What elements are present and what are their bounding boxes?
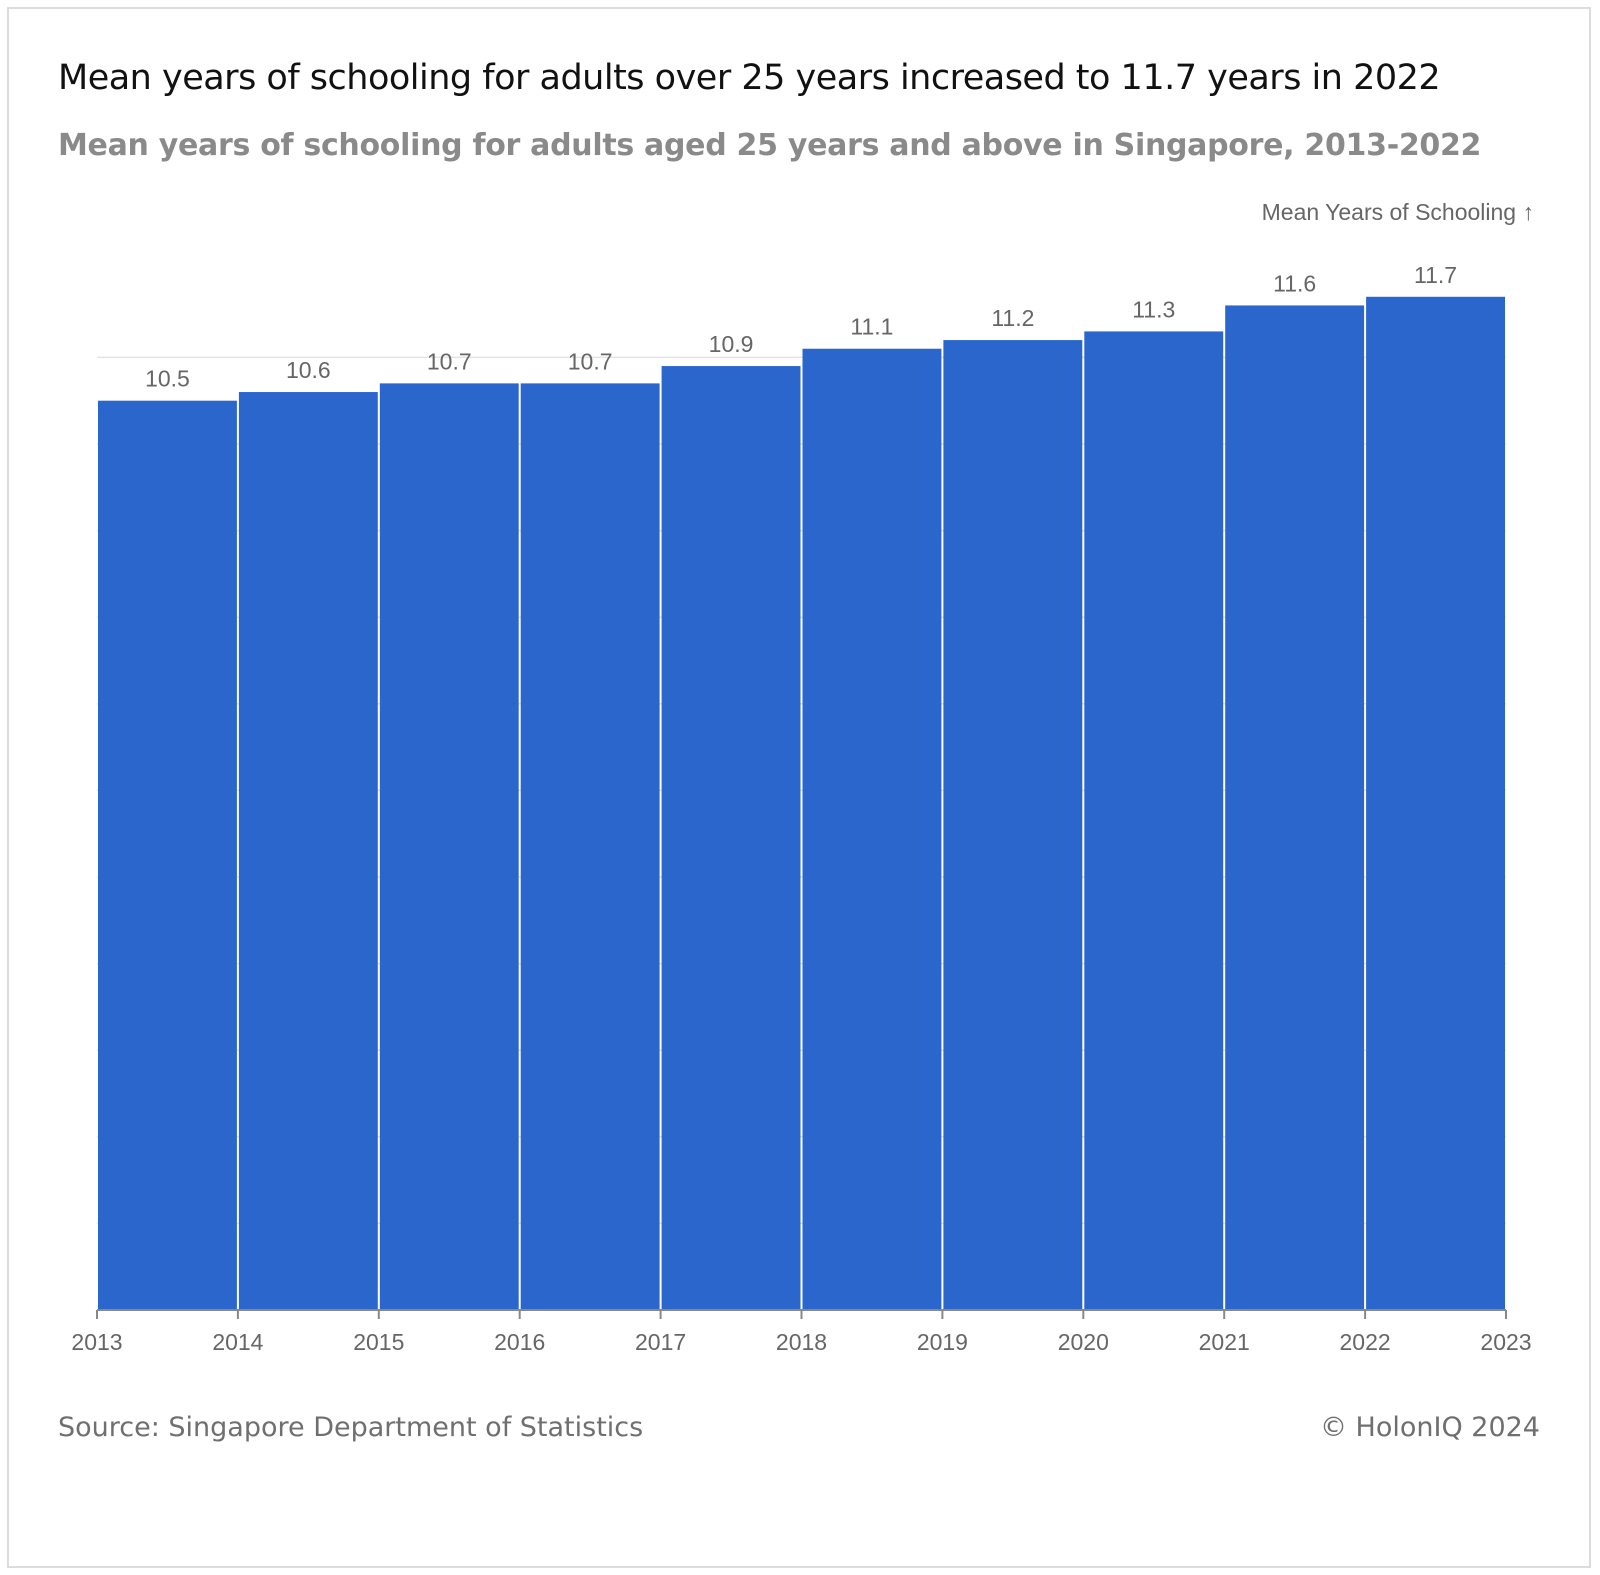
bar-2022 [1366, 296, 1505, 1310]
bars [98, 296, 1505, 1311]
x-tick-label: 2022 [1340, 1329, 1391, 1355]
bar-2017 [661, 366, 801, 1310]
data-label: 10.5 [145, 366, 190, 392]
x-tick-label: 2017 [635, 1329, 686, 1355]
chart-title: Mean years of schooling for adults over … [58, 58, 1441, 98]
x-tick-label: 2016 [494, 1329, 545, 1355]
bar-2015 [379, 383, 519, 1310]
bar-2016 [520, 383, 660, 1310]
data-label: 11.3 [1132, 296, 1175, 322]
bar-2018 [802, 348, 942, 1310]
data-label: 10.7 [427, 348, 472, 374]
x-tick-label: 2023 [1480, 1329, 1531, 1355]
data-label: 10.9 [709, 331, 754, 357]
bar-2014 [238, 392, 378, 1310]
data-label: 11.2 [991, 305, 1034, 331]
bar-2020 [1084, 331, 1224, 1310]
bar-2019 [943, 340, 1083, 1311]
data-label: 11.1 [850, 314, 893, 340]
data-label: 11.7 [1414, 262, 1457, 288]
x-tick-label: 2021 [1199, 1329, 1250, 1355]
x-axis: 2013 2014 2015 2016 2017 2018 2019 2020 2021 2022… [71, 1309, 1532, 1355]
x-tick-label: 2018 [776, 1329, 827, 1355]
data-label: 10.7 [568, 348, 613, 374]
data-label: 11.6 [1273, 270, 1316, 296]
chart-subtitle: Mean years of schooling for adults aged … [58, 128, 1482, 163]
bar-2021 [1225, 305, 1365, 1310]
x-tick-label: 2015 [353, 1329, 404, 1355]
copyright-credit: © HolonIQ 2024 [1319, 1412, 1540, 1443]
x-tick-label: 2014 [212, 1329, 263, 1355]
data-labels: 10.5 10.6 10.7 10.7 10.9 11.1 11.2 11.3 11.6 11.7 [145, 262, 1457, 392]
data-label: 10.6 [286, 357, 331, 383]
source-note: Source: Singapore Department of Statisti… [58, 1412, 644, 1443]
x-tick-label: 2019 [917, 1329, 968, 1355]
x-tick-label: 2020 [1058, 1329, 1109, 1355]
y-axis-label: Mean Years of Schooling ↑ [1262, 199, 1534, 225]
x-tick-label: 2013 [71, 1329, 122, 1355]
bar-2013 [98, 400, 237, 1310]
